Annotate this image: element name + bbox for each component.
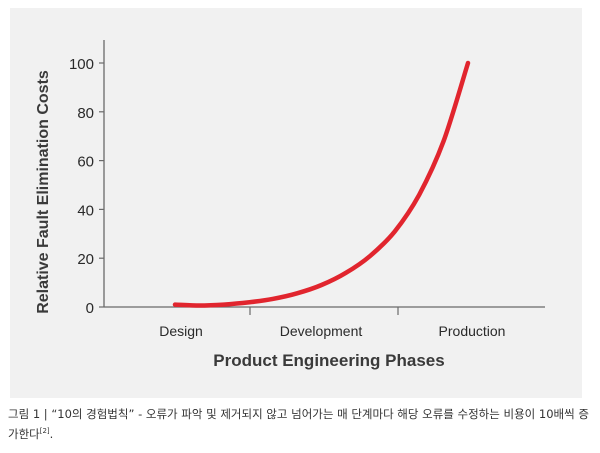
chart-series	[172, 60, 471, 308]
x-category-label: Production	[439, 323, 506, 339]
y-tick-label: 0	[86, 300, 94, 317]
y-tick-label: 100	[69, 56, 94, 73]
chart: 0 20 40 60 80 100 Design Development Production…	[35, 40, 545, 370]
figure-panel: 0 20 40 60 80 100 Design Development Production…	[10, 8, 582, 398]
x-category-label: Development	[280, 323, 363, 339]
series-line	[172, 60, 471, 308]
y-axis-label: Relative Fault Elimination Costs	[35, 70, 52, 314]
x-ticks: Design Development Production	[159, 307, 505, 339]
caption-end: .	[49, 426, 54, 441]
chart-axes	[103, 40, 545, 308]
y-tick-label: 20	[77, 251, 94, 268]
y-tick-label: 80	[77, 105, 94, 122]
x-category-label: Design	[159, 323, 203, 339]
y-ticks: 0 20 40 60 80 100	[69, 56, 104, 317]
x-axis-label: Product Engineering Phases	[213, 351, 444, 370]
caption-text: 그림 1 | “10의 경험법칙” - 오류가 파악 및 제거되지 않고 넘어가…	[8, 407, 589, 441]
y-tick-label: 60	[77, 154, 94, 171]
figure-caption: 그림 1 | “10의 경험법칙” - 오류가 파악 및 제거되지 않고 넘어가…	[8, 406, 594, 443]
y-tick-label: 40	[77, 202, 94, 219]
caption-reference: [2]	[39, 427, 50, 435]
